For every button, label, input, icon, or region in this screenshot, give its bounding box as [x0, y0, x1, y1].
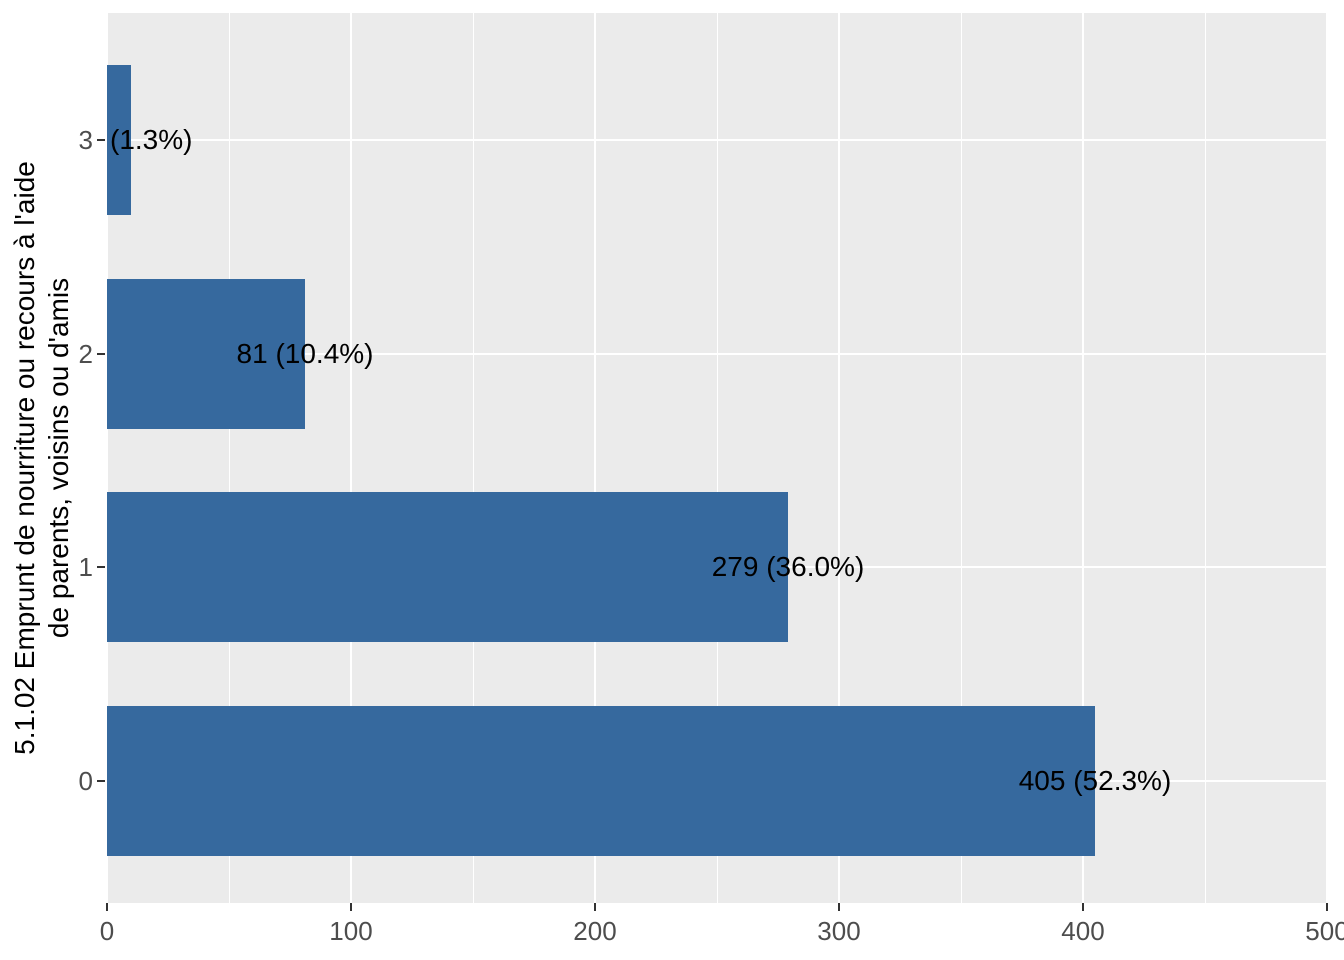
- x-gridline-minor: [473, 13, 474, 903]
- bar-value-label: 81 (10.4%): [236, 338, 374, 369]
- plot-panel: (1.3%) 81 (10.4%) 279 (36.0%) 405 (52.3%): [107, 13, 1328, 903]
- y-tick-mark: [97, 566, 105, 568]
- y-tick-mark: [97, 353, 105, 355]
- x-tick-mark: [594, 903, 596, 911]
- y-gridline-major: [107, 353, 1328, 355]
- bar: [107, 65, 131, 215]
- x-gridline-major: [1326, 13, 1328, 903]
- y-tick-label: 2: [78, 339, 93, 369]
- x-tick-mark: [350, 903, 352, 911]
- x-gridline-major: [838, 13, 840, 903]
- x-tick-mark: [1326, 903, 1328, 911]
- x-gridline-major: [350, 13, 352, 903]
- bar-value-label: 405 (52.3%): [1018, 765, 1172, 796]
- y-tick-mark: [97, 139, 105, 141]
- bar: [107, 706, 1095, 856]
- bar: [107, 492, 788, 642]
- bar-value-label: 279 (36.0%): [711, 551, 865, 582]
- x-gridline-minor: [1205, 13, 1206, 903]
- x-tick-label: 100: [329, 916, 373, 946]
- x-tick-label: 500: [1305, 916, 1344, 946]
- x-gridline-minor: [961, 13, 962, 903]
- y-gridline-major: [107, 139, 1328, 141]
- y-tick-mark: [97, 780, 105, 782]
- x-tick-label: 400: [1061, 916, 1105, 946]
- y-axis-title-line1: 5.1.02 Emprunt de nourriture ou recours …: [9, 161, 40, 755]
- x-tick-label: 200: [573, 916, 617, 946]
- y-axis-title-line2: de parents, voisins ou d'amis: [43, 277, 74, 639]
- x-gridline-minor: [229, 13, 230, 903]
- x-tick-label: 300: [817, 916, 861, 946]
- y-tick-label: 0: [78, 766, 93, 796]
- x-tick-mark: [1082, 903, 1084, 911]
- x-tick-label: 0: [99, 916, 115, 946]
- x-gridline-major: [107, 13, 108, 903]
- x-gridline-major: [1082, 13, 1084, 903]
- x-gridline-major: [594, 13, 596, 903]
- x-tick-mark: [838, 903, 840, 911]
- y-tick-label: 1: [78, 552, 93, 582]
- y-axis-title: 5.1.02 Emprunt de nourriture ou recours …: [8, 161, 76, 755]
- x-gridline-minor: [717, 13, 718, 903]
- bar: [107, 279, 305, 429]
- y-tick-label: 3: [78, 125, 93, 155]
- bar-value-label: (1.3%): [110, 124, 193, 155]
- x-tick-mark: [106, 903, 108, 911]
